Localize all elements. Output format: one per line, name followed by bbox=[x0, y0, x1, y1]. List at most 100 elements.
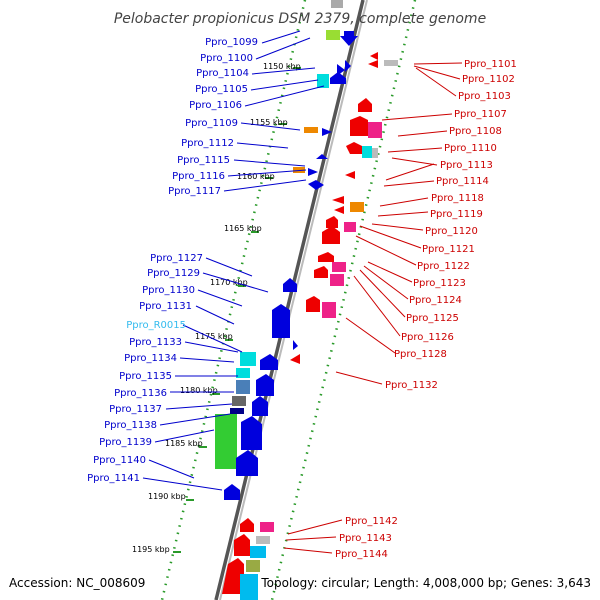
gene-arrow bbox=[334, 206, 344, 214]
gene-block bbox=[240, 574, 258, 600]
kbp-label: 1195 kbp bbox=[132, 545, 170, 554]
right-gene-labels: Ppro_1101 Ppro_1102 Ppro_1103 Ppro_1107 … bbox=[335, 59, 517, 560]
gene-label: Ppro_1102 bbox=[462, 74, 515, 85]
gene-label: Ppro_1137 bbox=[109, 404, 162, 415]
gene-label: Ppro_1140 bbox=[93, 455, 146, 466]
gene-label: Ppro_1110 bbox=[444, 143, 497, 154]
gene-arrow bbox=[314, 266, 328, 278]
gene-arrow bbox=[234, 534, 250, 556]
forward-genes bbox=[215, 0, 358, 500]
kbp-label: 1150 kbp bbox=[263, 62, 301, 71]
gene-label: Ppro_1104 bbox=[196, 68, 249, 79]
gene-arrow bbox=[252, 396, 268, 416]
kbp-label: 1190 kbp bbox=[148, 492, 186, 501]
gene-label: Ppro_1133 bbox=[129, 337, 182, 348]
gene-arrow bbox=[345, 60, 351, 72]
gene-label: Ppro_1122 bbox=[417, 261, 470, 272]
gene-label: Ppro_1103 bbox=[458, 91, 511, 102]
gene-block bbox=[304, 127, 318, 133]
gene-label: Ppro_1134 bbox=[124, 353, 177, 364]
gene-block bbox=[260, 522, 274, 532]
gene-block bbox=[317, 74, 329, 88]
gene-label: Ppro_1143 bbox=[339, 533, 392, 544]
gene-arrow bbox=[224, 484, 240, 500]
gene-arrow bbox=[326, 216, 338, 228]
gene-label: Ppro_1141 bbox=[87, 473, 140, 484]
gene-label: Ppro_1119 bbox=[430, 209, 483, 220]
gene-block bbox=[326, 30, 340, 40]
gene-block bbox=[240, 352, 256, 366]
gene-label: Ppro_1139 bbox=[99, 437, 152, 448]
gene-label: Ppro_1116 bbox=[172, 171, 225, 182]
left-leader-lines bbox=[142, 30, 325, 491]
gene-block bbox=[384, 60, 398, 66]
gene-block bbox=[246, 560, 260, 572]
summary-text: Topology: circular; Length: 4,008,000 bp… bbox=[260, 576, 591, 590]
kbp-label: 1170 kbp bbox=[210, 278, 248, 287]
gene-label: Ppro_1126 bbox=[401, 332, 454, 343]
gene-label: Ppro_1130 bbox=[142, 285, 195, 296]
kbp-label: 1185 kbp bbox=[165, 439, 203, 448]
gene-arrow bbox=[260, 354, 278, 370]
gene-label: Ppro_1125 bbox=[406, 313, 459, 324]
gene-label: Ppro_1127 bbox=[150, 253, 203, 264]
gene-block bbox=[232, 396, 246, 406]
gene-arrow bbox=[322, 226, 340, 244]
gene-label: Ppro_1106 bbox=[189, 100, 242, 111]
gene-block bbox=[350, 202, 364, 212]
gene-block bbox=[293, 167, 305, 173]
gene-arrow bbox=[316, 154, 328, 159]
gene-arrow bbox=[358, 98, 372, 112]
gene-label: Ppro_1099 bbox=[205, 37, 258, 48]
gene-label: Ppro_1144 bbox=[335, 549, 388, 560]
reverse-genes bbox=[222, 52, 398, 600]
gene-arrow bbox=[308, 180, 324, 190]
gene-arrow bbox=[308, 168, 318, 176]
gene-block bbox=[236, 368, 250, 378]
gene-label: Ppro_1112 bbox=[181, 138, 234, 149]
gene-label: Ppro_1114 bbox=[436, 176, 489, 187]
gene-block bbox=[344, 222, 356, 232]
gene-label: Ppro_1117 bbox=[168, 186, 221, 197]
genome-axis bbox=[214, 0, 365, 600]
gene-arrow bbox=[293, 340, 298, 350]
gene-label: Ppro_1118 bbox=[431, 193, 484, 204]
gene-block bbox=[256, 536, 270, 544]
gene-arrow bbox=[345, 171, 355, 179]
gene-block bbox=[372, 148, 378, 158]
right-leader-lines bbox=[283, 62, 463, 554]
gene-label: Ppro_1123 bbox=[413, 278, 466, 289]
gene-arrow bbox=[240, 518, 254, 532]
gene-arrow bbox=[241, 416, 262, 450]
kbp-label: 1160 kbp bbox=[237, 172, 275, 181]
gene-arrow bbox=[306, 296, 320, 312]
kbp-label: 1165 kbp bbox=[224, 224, 262, 233]
gene-label: Ppro_1131 bbox=[139, 301, 192, 312]
gene-label: Ppro_1107 bbox=[454, 109, 507, 120]
kbp-label: 1175 kbp bbox=[195, 332, 233, 341]
genome-axis-highlight bbox=[219, 0, 368, 600]
outer-right-track bbox=[270, 0, 417, 600]
gene-arrow bbox=[332, 196, 344, 204]
kbp-tick-marks bbox=[173, 67, 301, 553]
gene-arrow bbox=[222, 558, 244, 594]
gene-block bbox=[230, 408, 244, 414]
outer-left-track bbox=[160, 0, 307, 600]
gene-block bbox=[330, 274, 344, 286]
map-title: Pelobacter propionicus DSM 2379, complet… bbox=[114, 11, 486, 27]
gene-label: Ppro_1109 bbox=[185, 118, 238, 129]
gene-block bbox=[368, 122, 382, 138]
gene-block bbox=[215, 414, 237, 469]
gene-label: Ppro_1120 bbox=[425, 226, 478, 237]
gene-label: Ppro_1136 bbox=[114, 388, 167, 399]
gene-label: Ppro_1138 bbox=[104, 420, 157, 431]
gene-label: Ppro_1115 bbox=[177, 155, 230, 166]
gene-label: Ppro_1124 bbox=[409, 295, 462, 306]
gene-arrow bbox=[318, 252, 334, 262]
gene-block bbox=[236, 380, 250, 394]
kbp-label: 1155 kbp bbox=[250, 118, 288, 127]
gene-arrow bbox=[322, 128, 332, 136]
gene-label: Ppro_1101 bbox=[464, 59, 517, 70]
gene-label: Ppro_1142 bbox=[345, 516, 398, 527]
